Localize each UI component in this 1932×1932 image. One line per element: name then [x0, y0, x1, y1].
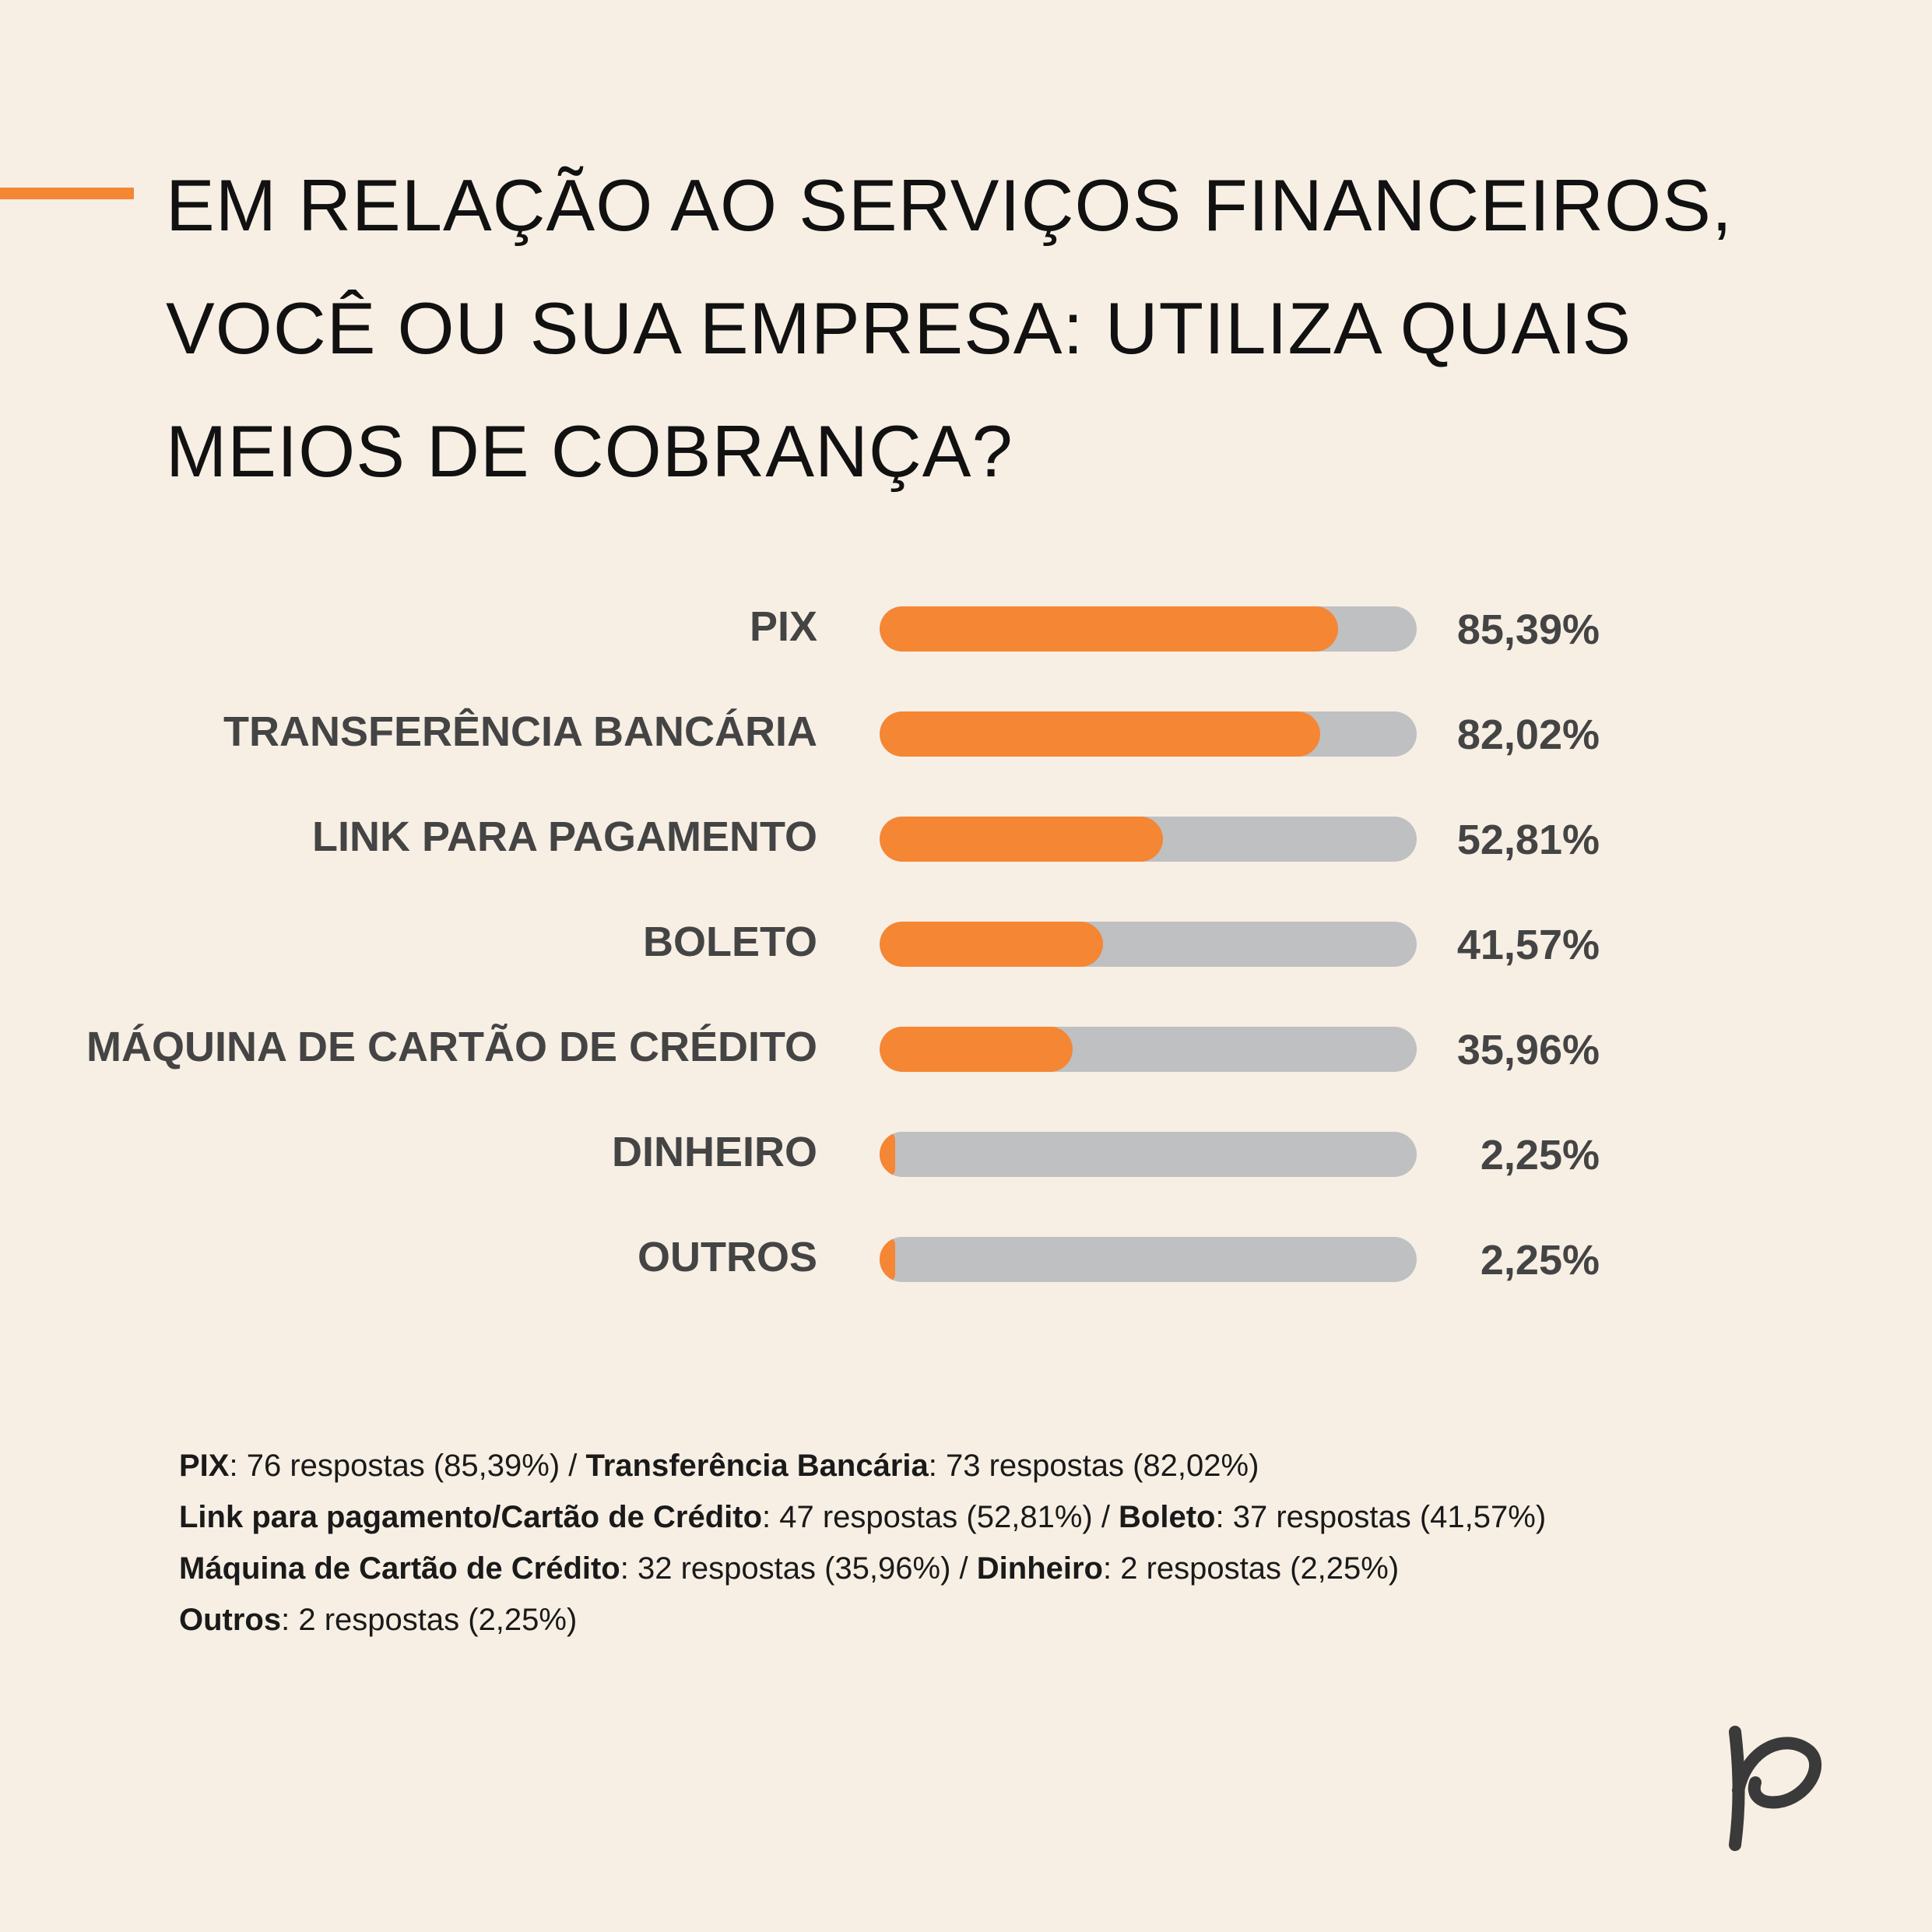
note-text: : 2 respostas (2,25%) [281, 1603, 578, 1637]
category-label: TRANSFERÊNCIA BANCÁRIA [223, 708, 817, 755]
value-label: 35,96% [1456, 1027, 1600, 1073]
bar-fill [880, 1237, 895, 1282]
value-label: 52,81% [1456, 817, 1600, 863]
note-term: Máquina de Cartão de Crédito [179, 1551, 620, 1586]
bar-track [880, 1027, 1417, 1072]
note-text: : 76 respostas (85,39%) / [229, 1449, 586, 1483]
response-notes: PIX: 76 respostas (85,39%) / Transferênc… [179, 1440, 1814, 1646]
bar-track [880, 1237, 1417, 1282]
bar-track [880, 1132, 1417, 1177]
value-label: 2,25% [1480, 1237, 1600, 1284]
note-text: : 73 respostas (82,02%) [928, 1449, 1259, 1483]
page-title: EM RELAÇÃO AO SERVIÇOS FINANCEIROS, VOCÊ… [166, 144, 1733, 513]
note-line: Máquina de Cartão de Crédito: 32 respost… [179, 1543, 1814, 1594]
note-term: Outros [179, 1603, 282, 1637]
category-label: MÁQUINA DE CARTÃO DE CRÉDITO [86, 1024, 817, 1070]
bar-track [880, 606, 1417, 652]
note-text: : 2 respostas (2,25%) [1103, 1551, 1400, 1586]
bar-fill [880, 922, 1103, 967]
value-label: 41,57% [1456, 922, 1600, 968]
note-term: PIX [179, 1449, 230, 1483]
category-label: DINHEIRO [611, 1129, 817, 1175]
bar-fill [880, 1027, 1073, 1072]
note-term: Boleto [1119, 1500, 1216, 1534]
note-term: Dinheiro [976, 1551, 1103, 1586]
value-label: 85,39% [1456, 606, 1600, 653]
bar-track [880, 817, 1417, 862]
bar-fill [880, 817, 1164, 862]
category-label: BOLETO [642, 919, 817, 965]
bar-track [880, 922, 1417, 967]
category-label: PIX [749, 603, 817, 650]
title-line-3: MEIOS DE COBRANÇA? [166, 410, 1013, 492]
note-text: : 47 respostas (52,81%) / [762, 1500, 1119, 1534]
category-label: LINK PARA PAGAMENTO [311, 813, 817, 860]
note-text: : 37 respostas (41,57%) [1215, 1500, 1547, 1534]
note-term: Transferência Bancária [585, 1449, 929, 1483]
title-line-2: VOCÊ OU SUA EMPRESA: UTILIZA QUAIS [166, 287, 1632, 369]
title-line-1: EM RELAÇÃO AO SERVIÇOS FINANCEIROS, [166, 164, 1733, 246]
note-line: PIX: 76 respostas (85,39%) / Transferênc… [179, 1440, 1814, 1491]
category-label: OUTROS [637, 1234, 817, 1280]
value-label: 2,25% [1480, 1132, 1600, 1179]
p-logo-icon [1729, 1726, 1822, 1851]
note-term: Link para pagamento/Cartão de Crédito [179, 1500, 763, 1534]
note-line: Outros: 2 respostas (2,25%) [179, 1594, 1814, 1646]
note-line: Link para pagamento/Cartão de Crédito: 4… [179, 1491, 1814, 1543]
bar-track [880, 711, 1417, 757]
bar-chart: PIX 85,39% TRANSFERÊNCIA BANCÁRIA 82,02% LIN… [86, 603, 1600, 1284]
bar-fill [880, 711, 1320, 757]
bar-fill [880, 606, 1339, 652]
note-text: : 32 respostas (35,96%) / [620, 1551, 977, 1586]
value-label: 82,02% [1456, 711, 1600, 758]
bar-fill [880, 1132, 895, 1177]
accent-line [0, 188, 134, 199]
